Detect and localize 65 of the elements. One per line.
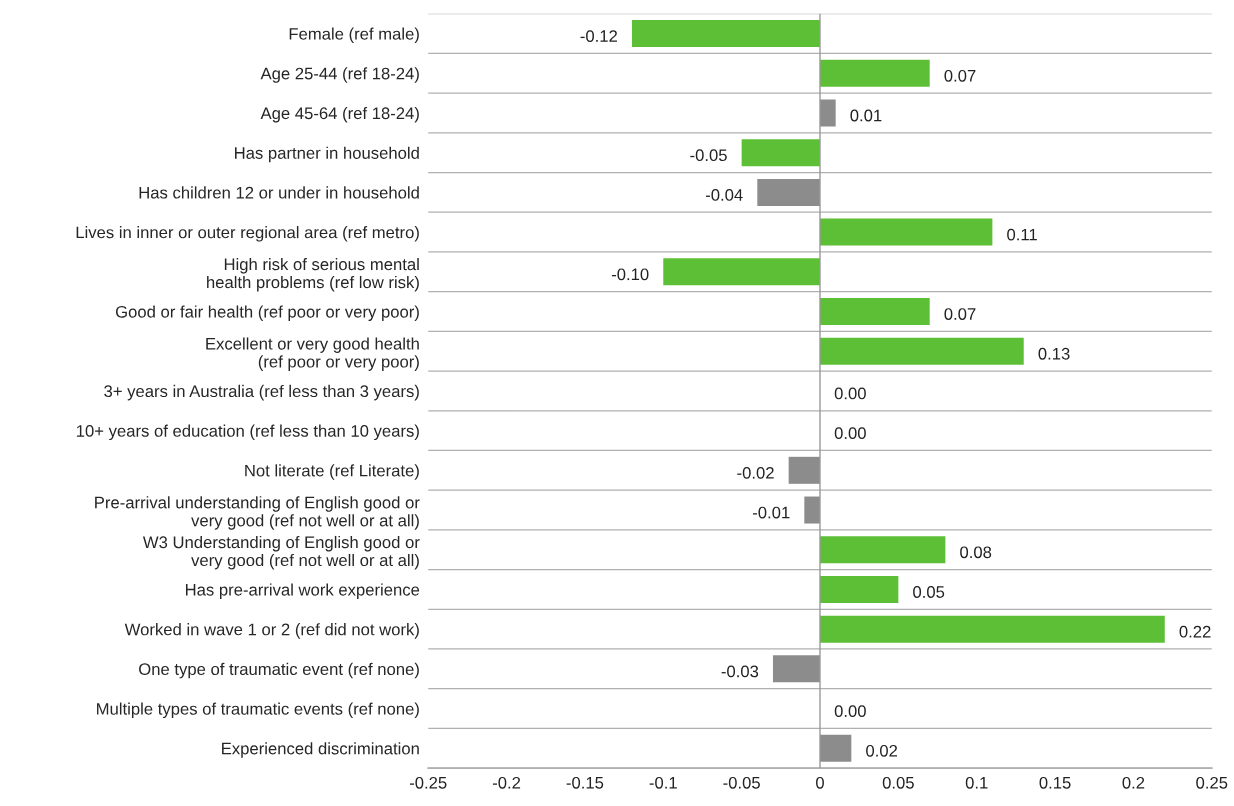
data-label: 0.05 <box>913 586 945 598</box>
y-tick-label: Experienced discrimination <box>222 742 419 758</box>
bar <box>819 615 1165 643</box>
data-label: 0.02 <box>866 744 898 757</box>
bar <box>819 575 899 603</box>
bar <box>819 59 930 87</box>
y-tick-label: Not literate (ref Literate) <box>245 464 419 480</box>
x-tick-label: -0.05 <box>723 776 760 789</box>
bar <box>819 536 946 564</box>
data-label: 0.00 <box>834 705 866 717</box>
data-label: -0.10 <box>611 268 649 281</box>
bar <box>772 655 820 683</box>
bar <box>819 337 1024 365</box>
bar <box>663 258 820 286</box>
bar <box>804 496 820 524</box>
data-label: 0.00 <box>834 387 866 400</box>
x-tick-label: 0.1 <box>965 776 988 789</box>
y-tick-label: Multiple types of traumatic events (ref none) <box>97 702 419 719</box>
y-tick-label: Good or fair health (ref poor or very poor) <box>115 305 419 321</box>
data-label: -0.05 <box>690 149 727 162</box>
bar <box>741 139 820 167</box>
y-tick-label: Excellent or very good health (ref poor or very poor) <box>206 337 419 371</box>
data-label: 0.08 <box>960 546 992 559</box>
y-tick-label: Has pre-arrival work experience <box>185 583 420 599</box>
data-label: 0.00 <box>834 427 866 440</box>
y-tick-label: One type of traumatic event (ref none) <box>139 662 419 679</box>
data-label: 0.22 <box>1179 625 1211 638</box>
data-label: 0.01 <box>850 109 882 122</box>
x-tick-label: -0.25 <box>409 776 447 789</box>
bar <box>757 178 820 206</box>
y-tick-label: W3 Understanding of English good or very good (ref not well or at all) <box>142 535 420 570</box>
bar <box>788 456 820 484</box>
y-tick-label: Has partner in household <box>235 146 419 163</box>
data-label: 0.07 <box>944 69 976 82</box>
x-tick-label: -0.1 <box>649 776 677 789</box>
data-label: 0.07 <box>944 308 976 320</box>
data-label: -0.02 <box>737 466 774 479</box>
y-tick-label: Lives in inner or outer regional area (ref metro) <box>76 226 419 242</box>
data-label: -0.01 <box>752 506 790 519</box>
y-tick-label: Age 25-44 (ref 18-24) <box>260 67 419 83</box>
x-tick-label: 0.2 <box>1122 776 1145 789</box>
y-tick-label: High risk of serious mental health problems (ref low risk) <box>207 257 419 292</box>
y-tick-label: 10+ years of education (ref less than 10 years) <box>76 424 419 441</box>
bar <box>819 99 836 127</box>
y-tick-label: Has children 12 or under in household <box>139 186 419 199</box>
x-tick-label: 0 <box>816 776 824 789</box>
y-tick-label: Worked in wave 1 or 2 (ref did not work) <box>124 623 419 639</box>
bar <box>819 734 852 762</box>
y-tick-label: Female (ref male) <box>289 27 419 44</box>
y-tick-label: Age 45-64 (ref 18-24) <box>260 106 419 123</box>
bar <box>819 218 993 246</box>
data-label: 0.13 <box>1038 347 1070 360</box>
y-tick-label: Pre-arrival understanding of English good or very good (ref not well or at all) <box>95 496 420 530</box>
bar <box>631 20 820 48</box>
x-tick-label: 0.05 <box>882 776 914 789</box>
data-label: -0.12 <box>580 30 617 42</box>
data-label: 0.11 <box>1007 228 1037 241</box>
y-tick-label: 3+ years in Australia (ref less than 3 years) <box>104 384 419 401</box>
x-tick-label: -0.15 <box>566 776 604 789</box>
x-tick-label: 0.15 <box>1039 776 1071 789</box>
x-tick-label: 0.25 <box>1196 776 1228 789</box>
data-label: -0.04 <box>705 189 743 201</box>
x-tick-label: -0.2 <box>492 776 521 789</box>
bar <box>819 298 930 325</box>
data-label: -0.03 <box>721 665 759 678</box>
